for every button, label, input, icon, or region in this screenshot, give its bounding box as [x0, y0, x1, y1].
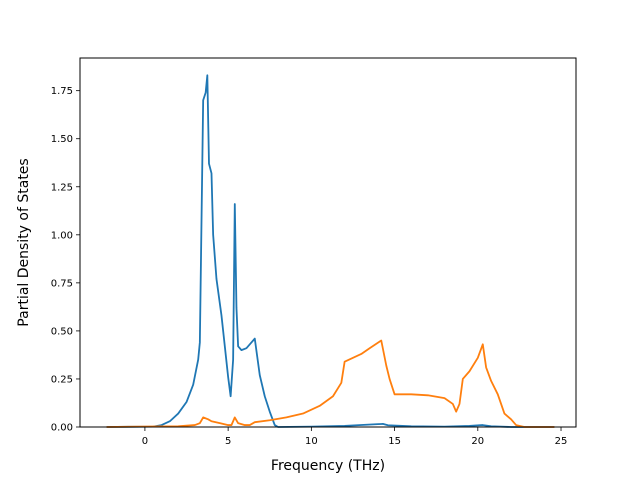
y-axis-label: Partial Density of States [16, 158, 32, 326]
plot-frame [79, 57, 577, 428]
y-tick-label: 1.00 [51, 230, 73, 241]
y-axis: 0.00 0.25 0.50 0.75 1.00 1.25 1.50 1.75 [51, 86, 80, 434]
y-tick-label: 0.75 [51, 278, 73, 289]
y-tick-label: 0.25 [51, 374, 73, 385]
x-tick-label: 10 [305, 436, 318, 447]
y-tick-label: 1.50 [51, 134, 73, 145]
x-axis: 0 5 10 15 20 25 [142, 427, 568, 447]
x-tick-label: 20 [471, 436, 484, 447]
x-tick-label: 5 [225, 436, 231, 447]
y-tick-label: 1.25 [51, 182, 73, 193]
x-axis-label: Frequency (THz) [271, 458, 385, 474]
x-tick-label: 15 [388, 436, 401, 447]
x-tick-label: 0 [142, 436, 148, 447]
series-line-1 [106, 74, 555, 428]
y-tick-label: 1.75 [51, 86, 73, 97]
series-lines [106, 74, 555, 428]
plot-area [80, 58, 576, 427]
y-tick-label: 0.00 [51, 423, 73, 434]
series-line-2 [106, 339, 555, 428]
y-tick-label: 0.50 [51, 326, 73, 337]
x-tick-label: 25 [555, 436, 568, 447]
